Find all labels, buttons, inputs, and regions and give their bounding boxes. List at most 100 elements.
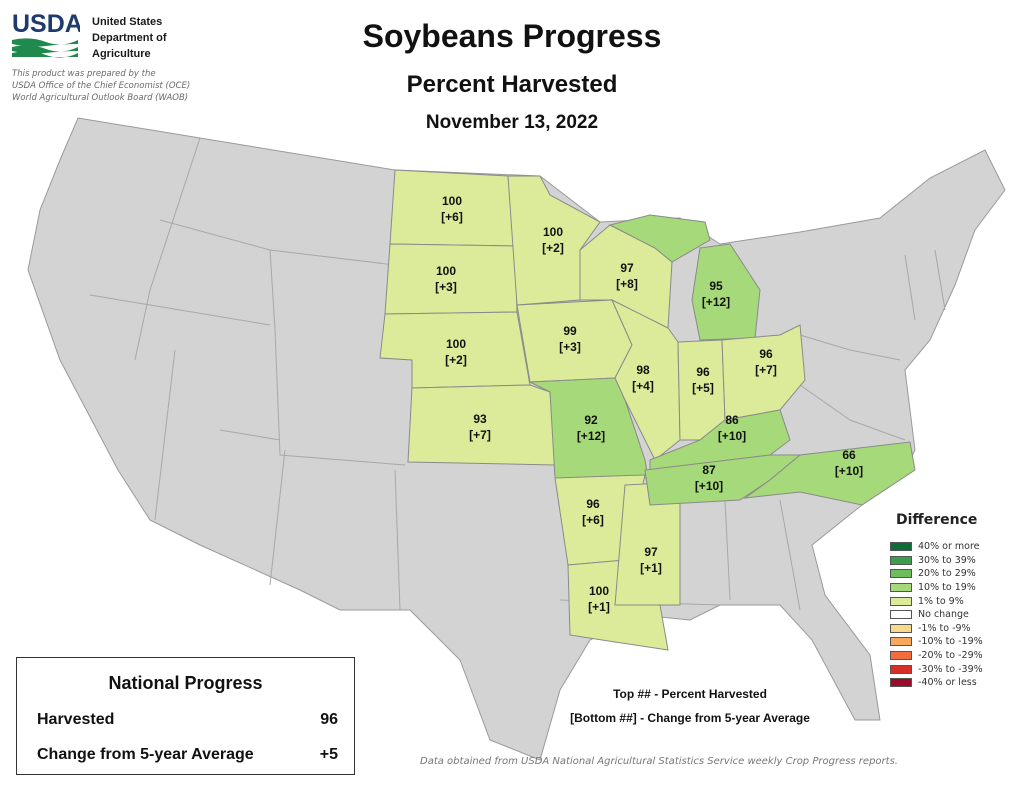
- legend-swatch: [890, 610, 912, 620]
- label-KY-pct: 86: [725, 413, 739, 427]
- label-key-top: Top ## - Percent Harvested: [613, 687, 767, 701]
- label-MS-chg: [+1]: [640, 561, 662, 575]
- label-MN-chg: [+2]: [542, 241, 564, 255]
- legend-item: No change: [890, 608, 1020, 622]
- legend-swatch: [890, 637, 912, 647]
- difference-legend: Difference 40% or more 30% to 39% 20% to…: [890, 512, 1020, 690]
- label-MI-chg: [+12]: [702, 295, 730, 309]
- agency-line: Agriculture: [92, 48, 151, 60]
- national-row-change: Change from 5-year Average +5: [37, 746, 338, 764]
- agency-line: Department of: [92, 32, 167, 44]
- agency-name: United States Department of Agriculture: [92, 14, 167, 62]
- legend-label: -10% to -19%: [918, 636, 983, 648]
- label-KS-pct: 93: [473, 412, 487, 426]
- legend-label: 10% to 19%: [918, 582, 976, 594]
- legend-label: -1% to -9%: [918, 622, 971, 634]
- label-AR-chg: [+6]: [582, 513, 604, 527]
- state-SD: [384, 243, 518, 315]
- label-NE-pct: 100: [446, 337, 466, 351]
- label-NC-pct: 66: [842, 448, 856, 462]
- legend-label: 1% to 9%: [918, 595, 964, 607]
- label-NC-chg: [+10]: [835, 464, 863, 478]
- legend-label: -30% to -39%: [918, 663, 983, 675]
- state-ND: [389, 169, 516, 247]
- legend-title: Difference: [896, 512, 978, 528]
- national-row-label: Change from 5-year Average: [37, 746, 254, 763]
- label-TN-pct: 87: [702, 463, 716, 477]
- legend-swatch: [890, 542, 912, 552]
- label-LA-chg: [+1]: [588, 600, 610, 614]
- prepared-by-note: This product was prepared by the USDA Of…: [12, 68, 212, 104]
- label-IN-pct: 96: [696, 365, 710, 379]
- map-date: November 13, 2022: [425, 112, 599, 133]
- label-TN-chg: [+10]: [695, 479, 723, 493]
- label-LA-pct: 100: [589, 584, 609, 598]
- prepared-line: World Agricultural Outlook Board (WAOB): [12, 93, 189, 103]
- label-MI-pct: 95: [709, 279, 723, 293]
- label-IA-chg: [+3]: [559, 340, 581, 354]
- label-MN-pct: 100: [543, 225, 563, 239]
- legend-item: 20% to 29%: [890, 567, 1020, 581]
- source-note: Data obtained from USDA National Agricul…: [420, 756, 898, 767]
- label-MS-pct: 97: [644, 545, 658, 559]
- label-key-bottom: [Bottom ##] - Change from 5-year Average: [570, 711, 810, 725]
- usda-logo-text: USDA: [12, 10, 80, 38]
- label-NE-chg: [+2]: [445, 353, 467, 367]
- label-KY-chg: [+10]: [718, 429, 746, 443]
- label-IL-chg: [+4]: [632, 379, 654, 393]
- agency-line: United States: [92, 16, 163, 28]
- legend-item: -1% to -9%: [890, 622, 1020, 636]
- legend-item: 40% or more: [890, 540, 1020, 554]
- national-row-harvested: Harvested 96: [37, 711, 338, 729]
- legend-swatch: [890, 569, 912, 579]
- national-progress-title: National Progress: [108, 673, 263, 693]
- label-ND-pct: 100: [442, 194, 462, 208]
- legend-swatch: [890, 623, 912, 633]
- national-row-value: 96: [320, 711, 338, 728]
- label-IL-pct: 98: [636, 363, 650, 377]
- legend-item: -40% or less: [890, 676, 1020, 690]
- legend-label: 30% to 39%: [918, 554, 976, 566]
- label-IN-chg: [+5]: [692, 381, 714, 395]
- legend-swatch: [890, 596, 912, 606]
- legend-label: 40% or more: [918, 541, 980, 553]
- legend-item: -30% to -39%: [890, 662, 1020, 676]
- legend-swatch: [890, 664, 912, 674]
- label-SD-pct: 100: [436, 264, 456, 278]
- state-MI-UP: [608, 214, 711, 263]
- label-KS-chg: [+7]: [469, 428, 491, 442]
- legend-swatch: [890, 583, 912, 593]
- label-SD-chg: [+3]: [435, 280, 457, 294]
- label-WI-pct: 97: [620, 261, 634, 275]
- legend-swatch: [890, 651, 912, 661]
- map-title: Soybeans Progress: [362, 18, 662, 54]
- legend-item: -10% to -19%: [890, 635, 1020, 649]
- national-progress-box: National Progress Harvested 96 Change fr…: [16, 657, 355, 775]
- label-OH-chg: [+7]: [755, 363, 777, 377]
- legend-item: 10% to 19%: [890, 581, 1020, 595]
- legend-item: 30% to 39%: [890, 554, 1020, 568]
- label-MO-pct: 92: [584, 413, 598, 427]
- prepared-line: USDA Office of the Chief Economist (OCE): [12, 81, 191, 91]
- label-WI-chg: [+8]: [616, 277, 638, 291]
- label-MO-chg: [+12]: [577, 429, 605, 443]
- legend-swatch: [890, 555, 912, 565]
- legend-label: -40% or less: [918, 677, 977, 689]
- legend-label: 20% to 29%: [918, 568, 976, 580]
- label-ND-chg: [+6]: [441, 210, 463, 224]
- prepared-line: This product was prepared by the: [12, 69, 156, 79]
- legend-label: -20% to -29%: [918, 650, 983, 662]
- national-row-value: +5: [319, 746, 338, 763]
- legend-item: 1% to 9%: [890, 594, 1020, 608]
- label-AR-pct: 96: [586, 497, 600, 511]
- national-row-label: Harvested: [37, 711, 115, 728]
- legend-label: No change: [918, 609, 969, 621]
- map-subtitle: Percent Harvested: [406, 71, 618, 98]
- label-IA-pct: 99: [563, 324, 577, 338]
- legend-swatch: [890, 678, 912, 688]
- legend-item: -20% to -29%: [890, 649, 1020, 663]
- label-OH-pct: 96: [759, 347, 773, 361]
- usda-logo: USDA: [12, 10, 83, 63]
- state-NC: [743, 441, 916, 506]
